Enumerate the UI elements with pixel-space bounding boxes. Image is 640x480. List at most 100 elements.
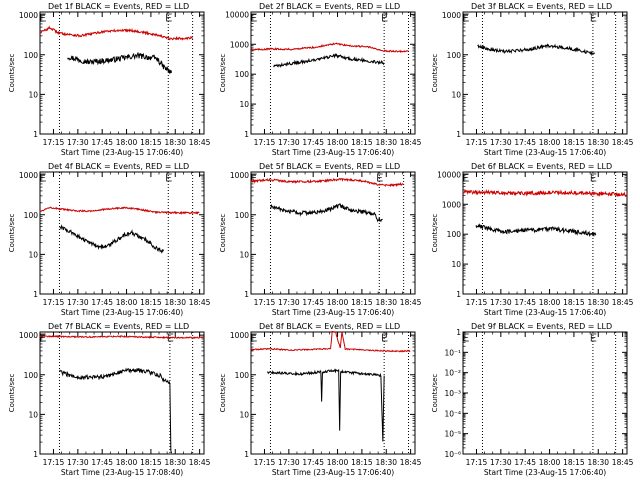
- x-tick-label: 18:30: [587, 458, 609, 467]
- chart-title: Det 7f BLACK = Events, RED = LLD: [48, 322, 189, 331]
- series-lld-line: [39, 206, 200, 215]
- x-tick-label: 17:30: [278, 298, 300, 307]
- x-tick-label: 18:45: [612, 298, 634, 307]
- y-tick-label: 100: [24, 371, 39, 380]
- plot-frame: [250, 11, 416, 135]
- series-events-line: [477, 43, 595, 57]
- y-tick-label: 1000: [442, 200, 461, 209]
- x-tick-label: 17:15: [254, 138, 276, 147]
- x-tick-label: 18:30: [587, 138, 609, 147]
- x-tick-label: 17:45: [91, 138, 113, 147]
- chart-title: Det 9f BLACK = Events, RED = LLD: [471, 322, 612, 331]
- plot-frame: [462, 171, 628, 295]
- chart-panel-7: Det 7f BLACK = Events, RED = LLD 1 10 100 10…: [8, 322, 211, 477]
- chart-panel-8: Det 8f BLACK = Events, RED = LLD 1 10 100 10…: [219, 322, 422, 477]
- y-tick-label: 1: [244, 450, 249, 459]
- x-tick-label: 17:15: [466, 138, 488, 147]
- x-tick-label: 17:15: [254, 298, 276, 307]
- y-tick-label: 1000: [442, 11, 461, 20]
- x-tick-label: 17:45: [91, 298, 113, 307]
- y-tick-label: 10⁻⁵: [444, 430, 461, 439]
- chart-panel-2: Det 2f BLACK = Events, RED = LLD 1 10 100 10…: [219, 2, 422, 157]
- plot-frame: [462, 11, 628, 135]
- series-events-line: [59, 367, 173, 454]
- x-tick-label: 18:00: [327, 298, 349, 307]
- interval-bracket: [590, 173, 597, 182]
- x-tick-label: 18:15: [563, 298, 585, 307]
- x-tick-label: 18:30: [164, 458, 186, 467]
- series-lld-line: [250, 42, 409, 54]
- interval-bracket: [463, 333, 469, 342]
- y-axis-label: Counts/sec: [8, 214, 16, 253]
- x-tick-label: 18:15: [563, 138, 585, 147]
- y-tick-label: 100: [447, 51, 462, 60]
- series-lld-line: [462, 188, 628, 198]
- chart-title: Det 3f BLACK = Events, RED = LLD: [471, 2, 612, 11]
- interval-bracket: [590, 333, 597, 342]
- y-axis-label: Counts/sec: [219, 374, 227, 413]
- x-axis-label: Start Time (23-Aug-15 17:06:40): [484, 308, 606, 317]
- interval-bracket: [382, 333, 388, 342]
- y-tick-label: 1: [456, 328, 461, 337]
- x-tick-label: 18:00: [539, 298, 561, 307]
- y-tick-label: 10: [28, 250, 38, 259]
- x-axis-label: Start Time (23-Aug-15 17:08:40): [61, 468, 183, 477]
- interval-bracket: [40, 13, 46, 22]
- x-axis-label: Start Time (23-Aug-15 17:06:40): [61, 308, 183, 317]
- series-events-line: [270, 203, 383, 223]
- x-tick-label: 17:15: [43, 298, 65, 307]
- interval-bracket: [40, 173, 46, 182]
- plot-frame: [39, 171, 205, 295]
- y-tick-label: 10⁻⁶: [444, 450, 461, 459]
- y-axis-label: Counts/sec: [431, 374, 439, 413]
- y-tick-label: 10: [451, 90, 461, 99]
- y-axis-label: Counts/sec: [8, 54, 16, 93]
- x-tick-label: 18:45: [612, 138, 634, 147]
- y-tick-label: 1000: [230, 331, 249, 340]
- y-tick-label: 10: [28, 410, 38, 419]
- y-tick-label: 1: [456, 290, 461, 299]
- series-events-line: [273, 53, 385, 68]
- x-tick-label: 17:15: [43, 138, 65, 147]
- y-tick-label: 10: [451, 260, 461, 269]
- y-tick-label: 1: [456, 130, 461, 139]
- y-tick-label: 10⁻²: [444, 369, 461, 378]
- x-axis-label: Start Time (23-Aug-15 17:06:40): [484, 148, 606, 157]
- chart-panel-3: Det 3f BLACK = Events, RED = LLD 1 10 100 10…: [431, 2, 634, 157]
- interval-bracket: [166, 13, 172, 22]
- x-axis-label: Start Time (23-Aug-15 17:06:40): [272, 148, 394, 157]
- x-tick-label: 18:45: [189, 298, 211, 307]
- x-tick-label: 17:30: [490, 138, 512, 147]
- interval-bracket: [377, 173, 383, 182]
- x-tick-label: 18:00: [327, 138, 349, 147]
- x-tick-label: 18:30: [164, 138, 186, 147]
- x-tick-label: 17:45: [302, 458, 324, 467]
- x-tick-label: 18:15: [351, 458, 373, 467]
- x-tick-label: 17:45: [514, 138, 536, 147]
- y-tick-label: 1: [244, 290, 249, 299]
- x-axis-label: Start Time (23-Aug-15 17:06:40): [61, 148, 183, 157]
- y-tick-label: 10: [239, 100, 249, 109]
- interval-bracket: [251, 333, 257, 342]
- x-tick-label: 18:00: [116, 298, 138, 307]
- series-lld-line: [250, 177, 404, 188]
- x-tick-label: 18:30: [375, 298, 397, 307]
- chart-title: Det 5f BLACK = Events, RED = LLD: [259, 162, 400, 171]
- plot-frame: [462, 331, 628, 455]
- chart-title: Det 8f BLACK = Events, RED = LLD: [259, 322, 400, 331]
- x-tick-label: 17:15: [43, 458, 65, 467]
- interval-bracket: [251, 13, 257, 22]
- x-tick-label: 17:30: [490, 458, 512, 467]
- y-tick-label: 10: [239, 410, 249, 419]
- series-lld-line: [39, 334, 205, 340]
- y-tick-label: 100: [24, 51, 39, 60]
- y-tick-label: 10000: [225, 10, 249, 19]
- x-tick-label: 18:15: [563, 458, 585, 467]
- x-tick-label: 18:45: [189, 458, 211, 467]
- x-tick-label: 18:15: [140, 298, 162, 307]
- y-tick-label: 10: [239, 250, 249, 259]
- series-events-line: [59, 224, 164, 254]
- y-tick-label: 1: [244, 130, 249, 139]
- x-tick-label: 18:15: [351, 138, 373, 147]
- x-tick-label: 17:15: [466, 298, 488, 307]
